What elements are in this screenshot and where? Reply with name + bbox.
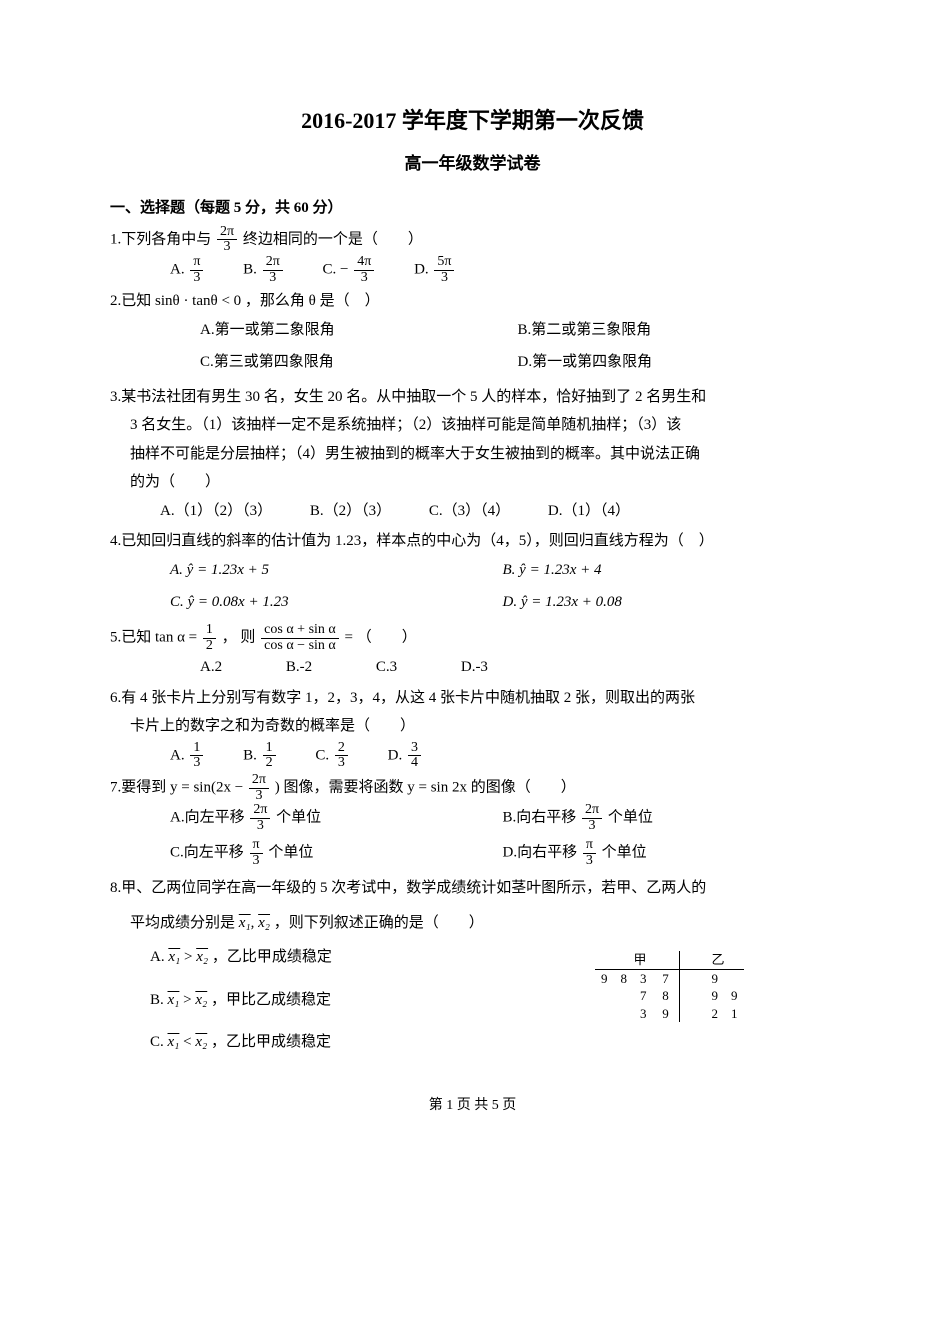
q5-option-b: B.-2 <box>286 659 312 675</box>
q2-option-b: B.第二或第三象限角 <box>518 316 836 345</box>
question-1: 1.下列各角中与 2π 3 终边相同的一个是（ ） A. π3 B. 2π3 C… <box>110 225 835 286</box>
q5-option-d: D.-3 <box>461 659 488 675</box>
question-6: 6.有 4 张卡片上分别写有数字 1，2，3，4，从这 4 张卡片中随机抽取 2… <box>110 684 835 771</box>
q3-line2: 3 名女生。（1）该抽样一定不是系统抽样；（2）该抽样可能是简单随机抽样；（3）… <box>110 411 835 440</box>
q8-x1: x₁ <box>239 915 251 931</box>
q5-post: = （ ） <box>345 629 417 645</box>
q5-tan-frac: 1 2 <box>203 623 216 653</box>
q3-line4: 的为（ ） <box>110 468 835 497</box>
q8-option-b: B. x₁ > x₂ ，甲比乙成绩稳定 <box>150 986 595 1015</box>
q5-mid: ， 则 <box>222 629 260 645</box>
q1-option-d: D. 5π3 <box>414 255 456 285</box>
q8-x2: x₂ <box>258 915 270 931</box>
q4-option-a: A. ŷ = 1.23x + 5 <box>170 556 503 585</box>
q1-fraction: 2π 3 <box>217 225 237 255</box>
page-subtitle: 高一年级数学试卷 <box>110 148 835 180</box>
q5-pre: 5.已知 tan α = <box>110 629 197 645</box>
q7-mid: ) 图像，需要将函数 y = sin 2x 的图像（ ） <box>275 780 576 796</box>
page-footer: 第 1 页 共 5 页 <box>110 1093 835 1120</box>
q3-option-d: D.（1）（4） <box>548 497 630 526</box>
q6-option-c: C. 23 <box>315 741 350 771</box>
q6-line1: 6.有 4 张卡片上分别写有数字 1，2，3，4，从这 4 张卡片中随机抽取 2… <box>110 684 835 713</box>
q7-option-a: A.向左平移 2π3 个单位 <box>170 803 503 833</box>
q7-option-b: B.向右平移 2π3 个单位 <box>503 803 836 833</box>
q4-option-c: C. ŷ = 0.08x + 1.23 <box>170 588 503 617</box>
q5-option-a: A.2 <box>200 659 222 675</box>
q7-option-c: C.向左平移 π3 个单位 <box>170 838 503 868</box>
q4-option-b: B. ŷ = 1.23x + 4 <box>503 556 836 585</box>
q7-frac: 2π 3 <box>249 773 269 803</box>
q6-option-b: B. 12 <box>243 741 278 771</box>
q2-stem: 2.已知 sinθ · tanθ < 0 ，那么角 θ 是（ ） <box>110 287 835 316</box>
q8-l2-pre: 平均成绩分别是 <box>130 915 239 931</box>
q6-line2: 卡片上的数字之和为奇数的概率是（ ） <box>110 712 835 741</box>
question-4: 4.已知回归直线的斜率的估计值为 1.23，样本点的中心为（4，5），则回归直线… <box>110 527 835 621</box>
q6-option-d: D. 34 <box>388 741 423 771</box>
q3-line1: 3.某书法社团有男生 30 名，女生 20 名。从中抽取一个 5 人的样本，恰好… <box>110 383 835 412</box>
page-title: 2016-2017 学年度下学期第一次反馈 <box>110 100 835 142</box>
q7-pre: 7.要得到 y = sin(2x − <box>110 780 243 796</box>
q3-line3: 抽样不可能是分层抽样；（4）男生被抽到的概率大于女生被抽到的概率。其中说法正确 <box>110 440 835 469</box>
q7-option-d: D.向右平移 π3 个单位 <box>503 838 836 868</box>
q4-option-d: D. ŷ = 1.23x + 0.08 <box>503 588 836 617</box>
q2-option-c: C.第三或第四象限角 <box>200 348 518 377</box>
q5-option-c: C.3 <box>376 659 397 675</box>
question-7: 7.要得到 y = sin(2x − 2π 3 ) 图像，需要将函数 y = s… <box>110 773 835 872</box>
q8-option-c: C. x₁ < x₂ ，乙比甲成绩稳定 <box>150 1028 595 1057</box>
q8-line1: 8.甲、乙两位同学在高一年级的 5 次考试中，数学成绩统计如茎叶图所示，若甲、乙… <box>110 874 835 903</box>
question-8: 8.甲、乙两位同学在高一年级的 5 次考试中，数学成绩统计如茎叶图所示，若甲、乙… <box>110 874 835 1057</box>
section-1-header: 一、选择题（每题 5 分，共 60 分） <box>110 194 835 223</box>
q3-option-b: B.（2）（3） <box>310 497 391 526</box>
q2-option-d: D.第一或第四象限角 <box>518 348 836 377</box>
q1-option-c: C. − 4π3 <box>323 255 377 285</box>
question-5: 5.已知 tan α = 1 2 ， 则 cos α + sin α cos α… <box>110 623 835 682</box>
stem-leaf-diagram: 甲 乙 9 8 3 7 9 7 8 9 9 3 <box>595 943 835 1022</box>
q8-option-a: A. x₁ > x₂ ，乙比甲成绩稳定 <box>150 943 595 972</box>
q3-option-a: A.（1）（2）（3） <box>160 497 272 526</box>
q4-stem: 4.已知回归直线的斜率的估计值为 1.23，样本点的中心为（4，5），则回归直线… <box>110 527 835 556</box>
q1-option-b: B. 2π3 <box>243 255 285 285</box>
q5-main-frac: cos α + sin α cos α − sin α <box>261 623 339 653</box>
q8-l2-post: ，则下列叙述正确的是（ ） <box>274 915 484 931</box>
q2-option-a: A.第一或第二象限角 <box>200 316 518 345</box>
q3-option-c: C.（3）（4） <box>429 497 510 526</box>
q1-option-a: A. π3 <box>170 255 205 285</box>
question-2: 2.已知 sinθ · tanθ < 0 ，那么角 θ 是（ ） A.第一或第二… <box>110 287 835 381</box>
q1-stem-post: 终边相同的一个是（ ） <box>243 231 423 247</box>
q6-option-a: A. 13 <box>170 741 205 771</box>
q1-stem-pre: 1.下列各角中与 <box>110 231 211 247</box>
question-3: 3.某书法社团有男生 30 名，女生 20 名。从中抽取一个 5 人的样本，恰好… <box>110 383 835 526</box>
